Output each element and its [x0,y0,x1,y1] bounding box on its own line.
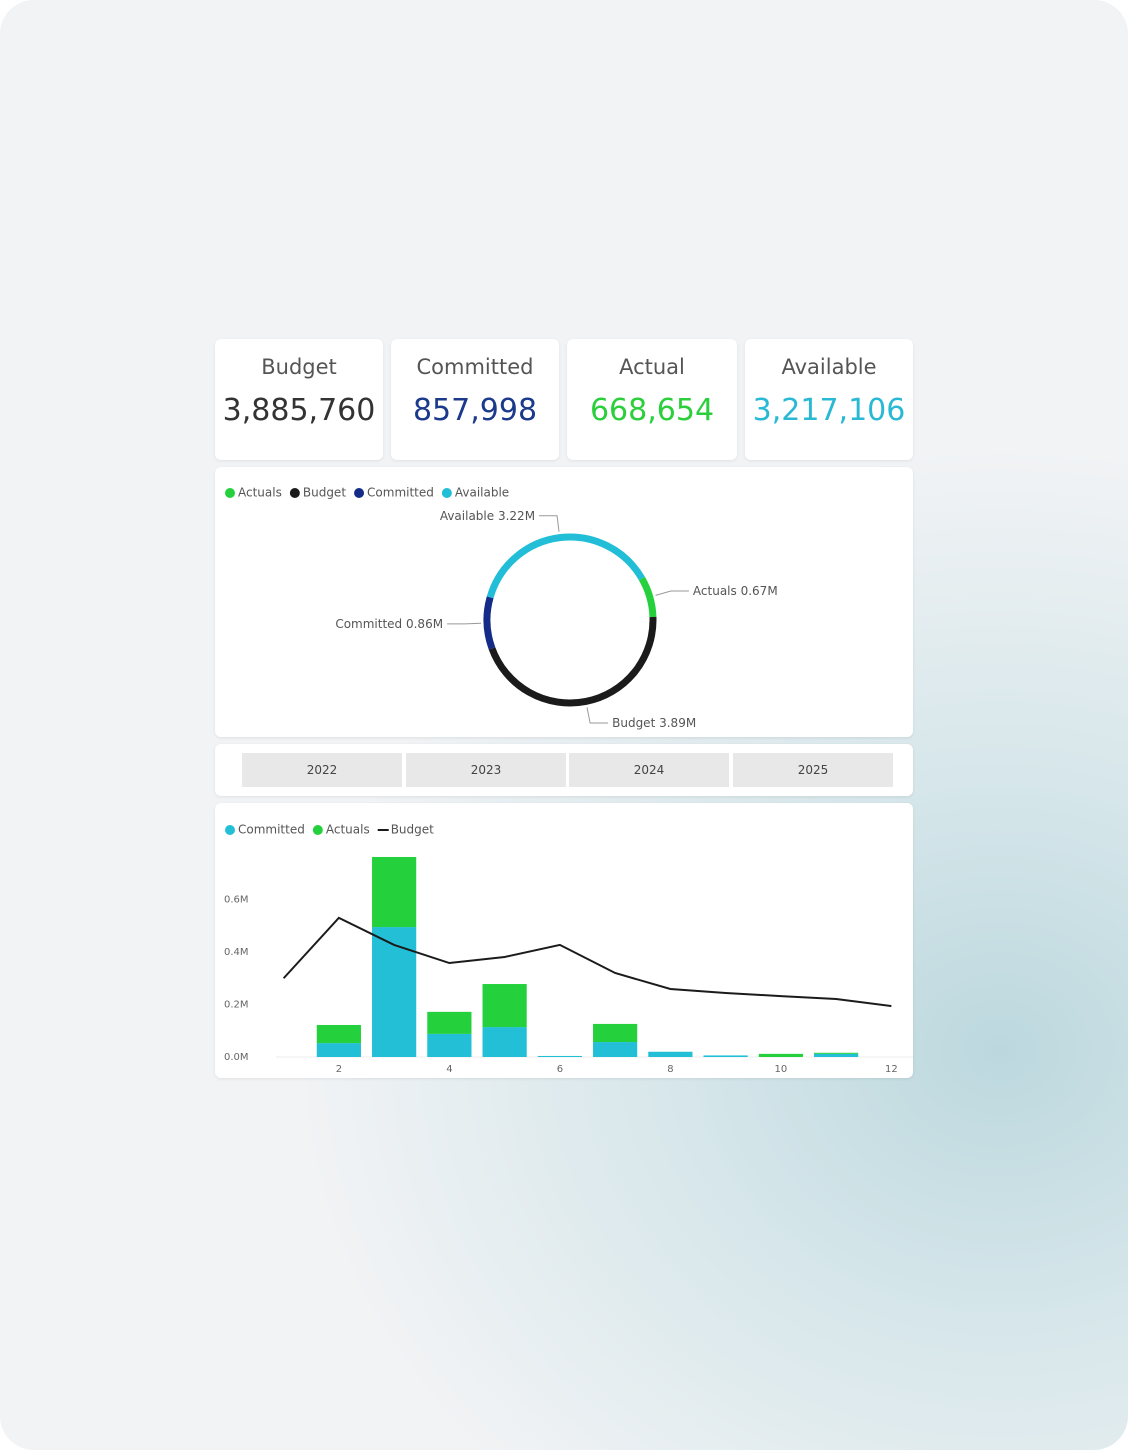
leader-line [586,707,609,724]
legend-label: Committed [367,486,434,500]
bar-segment [427,1011,472,1034]
legend-label: Actuals [238,486,282,500]
data-label-name: Actuals [693,583,737,597]
legend-label: Available [455,486,509,500]
kpi-card: Available 3,217,106 [745,339,913,460]
bar-segment [593,1042,638,1057]
donut-segment [488,616,657,707]
leader-line [655,590,689,596]
x-tick-label: 6 [557,1064,563,1075]
kpi-label: Budget [261,355,337,379]
data-label-value: 0.67M [741,583,778,597]
y-tick-label: 0.4M [224,947,249,958]
bar-segment [372,856,417,928]
legend-label: Actuals [326,823,370,837]
legend-swatch [289,488,300,498]
legend-label: Committed [238,823,305,837]
bar-segment [482,1027,527,1057]
legend-swatch [354,488,365,498]
year-button[interactable]: 2025 [733,753,893,787]
kpi-value: 857,998 [412,393,538,428]
bar-segment [703,1055,748,1057]
kpi-value: 3,217,106 [752,393,906,428]
bar-segment [648,1051,693,1057]
data-label-name: Committed [335,616,402,630]
y-tick-label: 0.2M [224,1000,249,1011]
year-slicer: 2022 2023 2024 2025 [215,744,913,796]
kpi-card: Committed 857,998 [391,339,559,460]
legend-swatch [312,825,323,835]
data-label-name: Budget [612,716,655,730]
bar-segment [316,1024,361,1044]
x-tick-label: 8 [667,1064,673,1075]
bar-segment [814,1052,859,1054]
data-label-value: 3.89M [659,716,696,730]
data-label: Available 3.22M [440,508,535,522]
leader-line [447,622,482,625]
year-button[interactable]: 2024 [569,753,729,787]
x-tick-label: 4 [446,1064,452,1075]
donut-segment [638,576,657,618]
donut-segment [483,596,496,650]
kpi-card: Actual 668,654 [567,339,737,460]
kpi-value: 3,885,760 [222,393,376,428]
legend-swatch [225,488,235,498]
data-label-name: Available [440,508,494,522]
y-tick-label: 0.0M [224,1052,249,1063]
legend-label: Budget [303,486,346,500]
kpi-card: Budget 3,885,760 [215,339,383,460]
bar-segment [593,1023,638,1043]
year-button[interactable]: 2023 [406,753,566,787]
bar-segment [758,1053,803,1057]
data-label-value: 0.86M [406,616,443,630]
bar-segment [537,1055,582,1057]
year-button[interactable]: 2022 [242,753,402,787]
x-tick-label: 10 [775,1064,788,1075]
donut-segment [486,533,645,599]
bar-segment [482,984,527,1028]
kpi-label: Committed [416,355,534,379]
bar-segment [316,1043,361,1057]
x-tick-label: 2 [336,1064,342,1075]
donut-card [215,467,913,737]
leader-line [539,515,560,532]
data-label: Actuals 0.67M [693,583,778,597]
data-label: Budget 3.89M [612,716,696,730]
legend-label: Budget [391,823,434,837]
budget-line [282,916,892,1008]
bar-segment [372,927,417,1057]
data-label: Committed 0.86M [335,616,443,630]
bar-segment [814,1053,859,1057]
x-tick-label: 12 [885,1064,898,1075]
legend-swatch [225,825,235,835]
kpi-value: 668,654 [589,393,715,428]
kpi-label: Available [781,355,877,379]
y-tick-label: 0.6M [224,895,249,906]
data-label-value: 3.22M [498,508,535,522]
legend-swatch [441,488,452,498]
kpi-label: Actual [619,355,685,379]
bar-segment [427,1033,472,1057]
